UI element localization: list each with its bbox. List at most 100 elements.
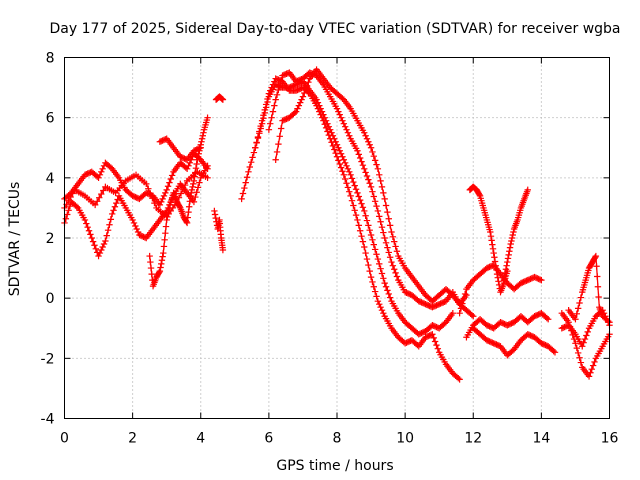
y-tick-label: 8 [46,51,55,67]
data-marker [211,211,219,218]
y-tick-label: 0 [46,291,55,307]
data-marker [365,138,372,145]
data-marker [503,262,510,269]
data-point [551,349,559,356]
data-point [299,93,307,100]
data-marker [366,141,373,148]
data-marker [151,199,158,207]
data-marker [577,294,585,301]
data-marker [382,283,390,290]
data-marker [65,207,72,214]
data-marker [94,198,101,205]
data-point [88,234,95,242]
data-marker [181,181,189,189]
data-marker [328,129,335,136]
data-marker [373,293,380,300]
y-tick-label: 4 [46,171,55,187]
data-point [160,249,167,257]
data-point [354,147,361,154]
data-marker [581,335,589,343]
data-point [599,307,606,314]
data-marker [200,129,207,136]
series-layer [61,66,613,383]
data-marker [113,199,120,207]
data-marker [378,307,386,314]
data-marker [587,369,594,376]
data-marker [593,263,600,270]
x-tick-label: 14 [532,431,550,447]
data-marker [602,313,609,320]
data-marker [603,316,610,323]
data-point [592,252,600,260]
data-marker [384,244,391,251]
series-track-1 [61,162,211,260]
x-tick-label: 4 [196,431,205,447]
data-marker [243,174,251,181]
data-marker [371,288,379,295]
data-marker [339,117,346,124]
data-marker [370,241,377,248]
data-marker [377,265,384,272]
data-point [572,316,579,323]
data-marker [192,165,200,172]
data-point [367,273,375,281]
data-point [219,246,227,254]
data-marker [132,222,139,230]
data-marker [241,184,248,192]
data-point [361,207,368,215]
data-marker [346,188,353,195]
data-marker [218,95,225,102]
data-marker [371,246,379,253]
data-point [347,192,354,200]
data-point [204,165,211,173]
data-point [347,171,354,179]
data-marker [502,266,510,273]
data-point [265,126,273,133]
data-marker [198,138,205,145]
data-marker [192,169,199,176]
data-marker [363,217,371,224]
data-marker [191,173,198,180]
data-marker [476,191,483,198]
data-marker [362,132,369,139]
data-point [361,165,368,173]
data-marker [332,138,339,145]
data-marker [505,251,512,259]
data-point [340,156,348,163]
data-marker [92,245,100,253]
data-marker [193,189,200,196]
data-point [388,228,395,236]
data-marker [369,278,376,286]
data-point [95,252,102,260]
data-point [585,373,593,380]
data-marker [391,266,398,273]
data-marker [362,212,369,219]
data-marker [457,305,465,312]
data-marker [164,213,171,221]
axis-ticks [64,57,610,419]
data-point [81,216,89,224]
data-marker [363,255,371,263]
data-point [374,297,382,305]
x-tick-label: 12 [464,431,482,447]
data-marker [343,126,350,133]
data-marker [385,215,392,222]
data-marker [380,275,387,282]
data-marker [380,310,387,317]
data-marker [371,198,379,205]
data-marker [196,179,203,186]
data-marker [194,184,202,191]
data-point [204,174,211,182]
data-point [367,183,375,191]
series-track-12 [466,183,511,296]
data-marker [322,117,330,124]
data-marker [177,190,185,197]
data-marker [573,310,580,318]
data-point [388,258,395,266]
data-marker [277,125,285,132]
data-marker [488,237,495,244]
data-point [538,276,545,284]
data-marker [344,129,352,136]
data-marker [373,202,380,210]
